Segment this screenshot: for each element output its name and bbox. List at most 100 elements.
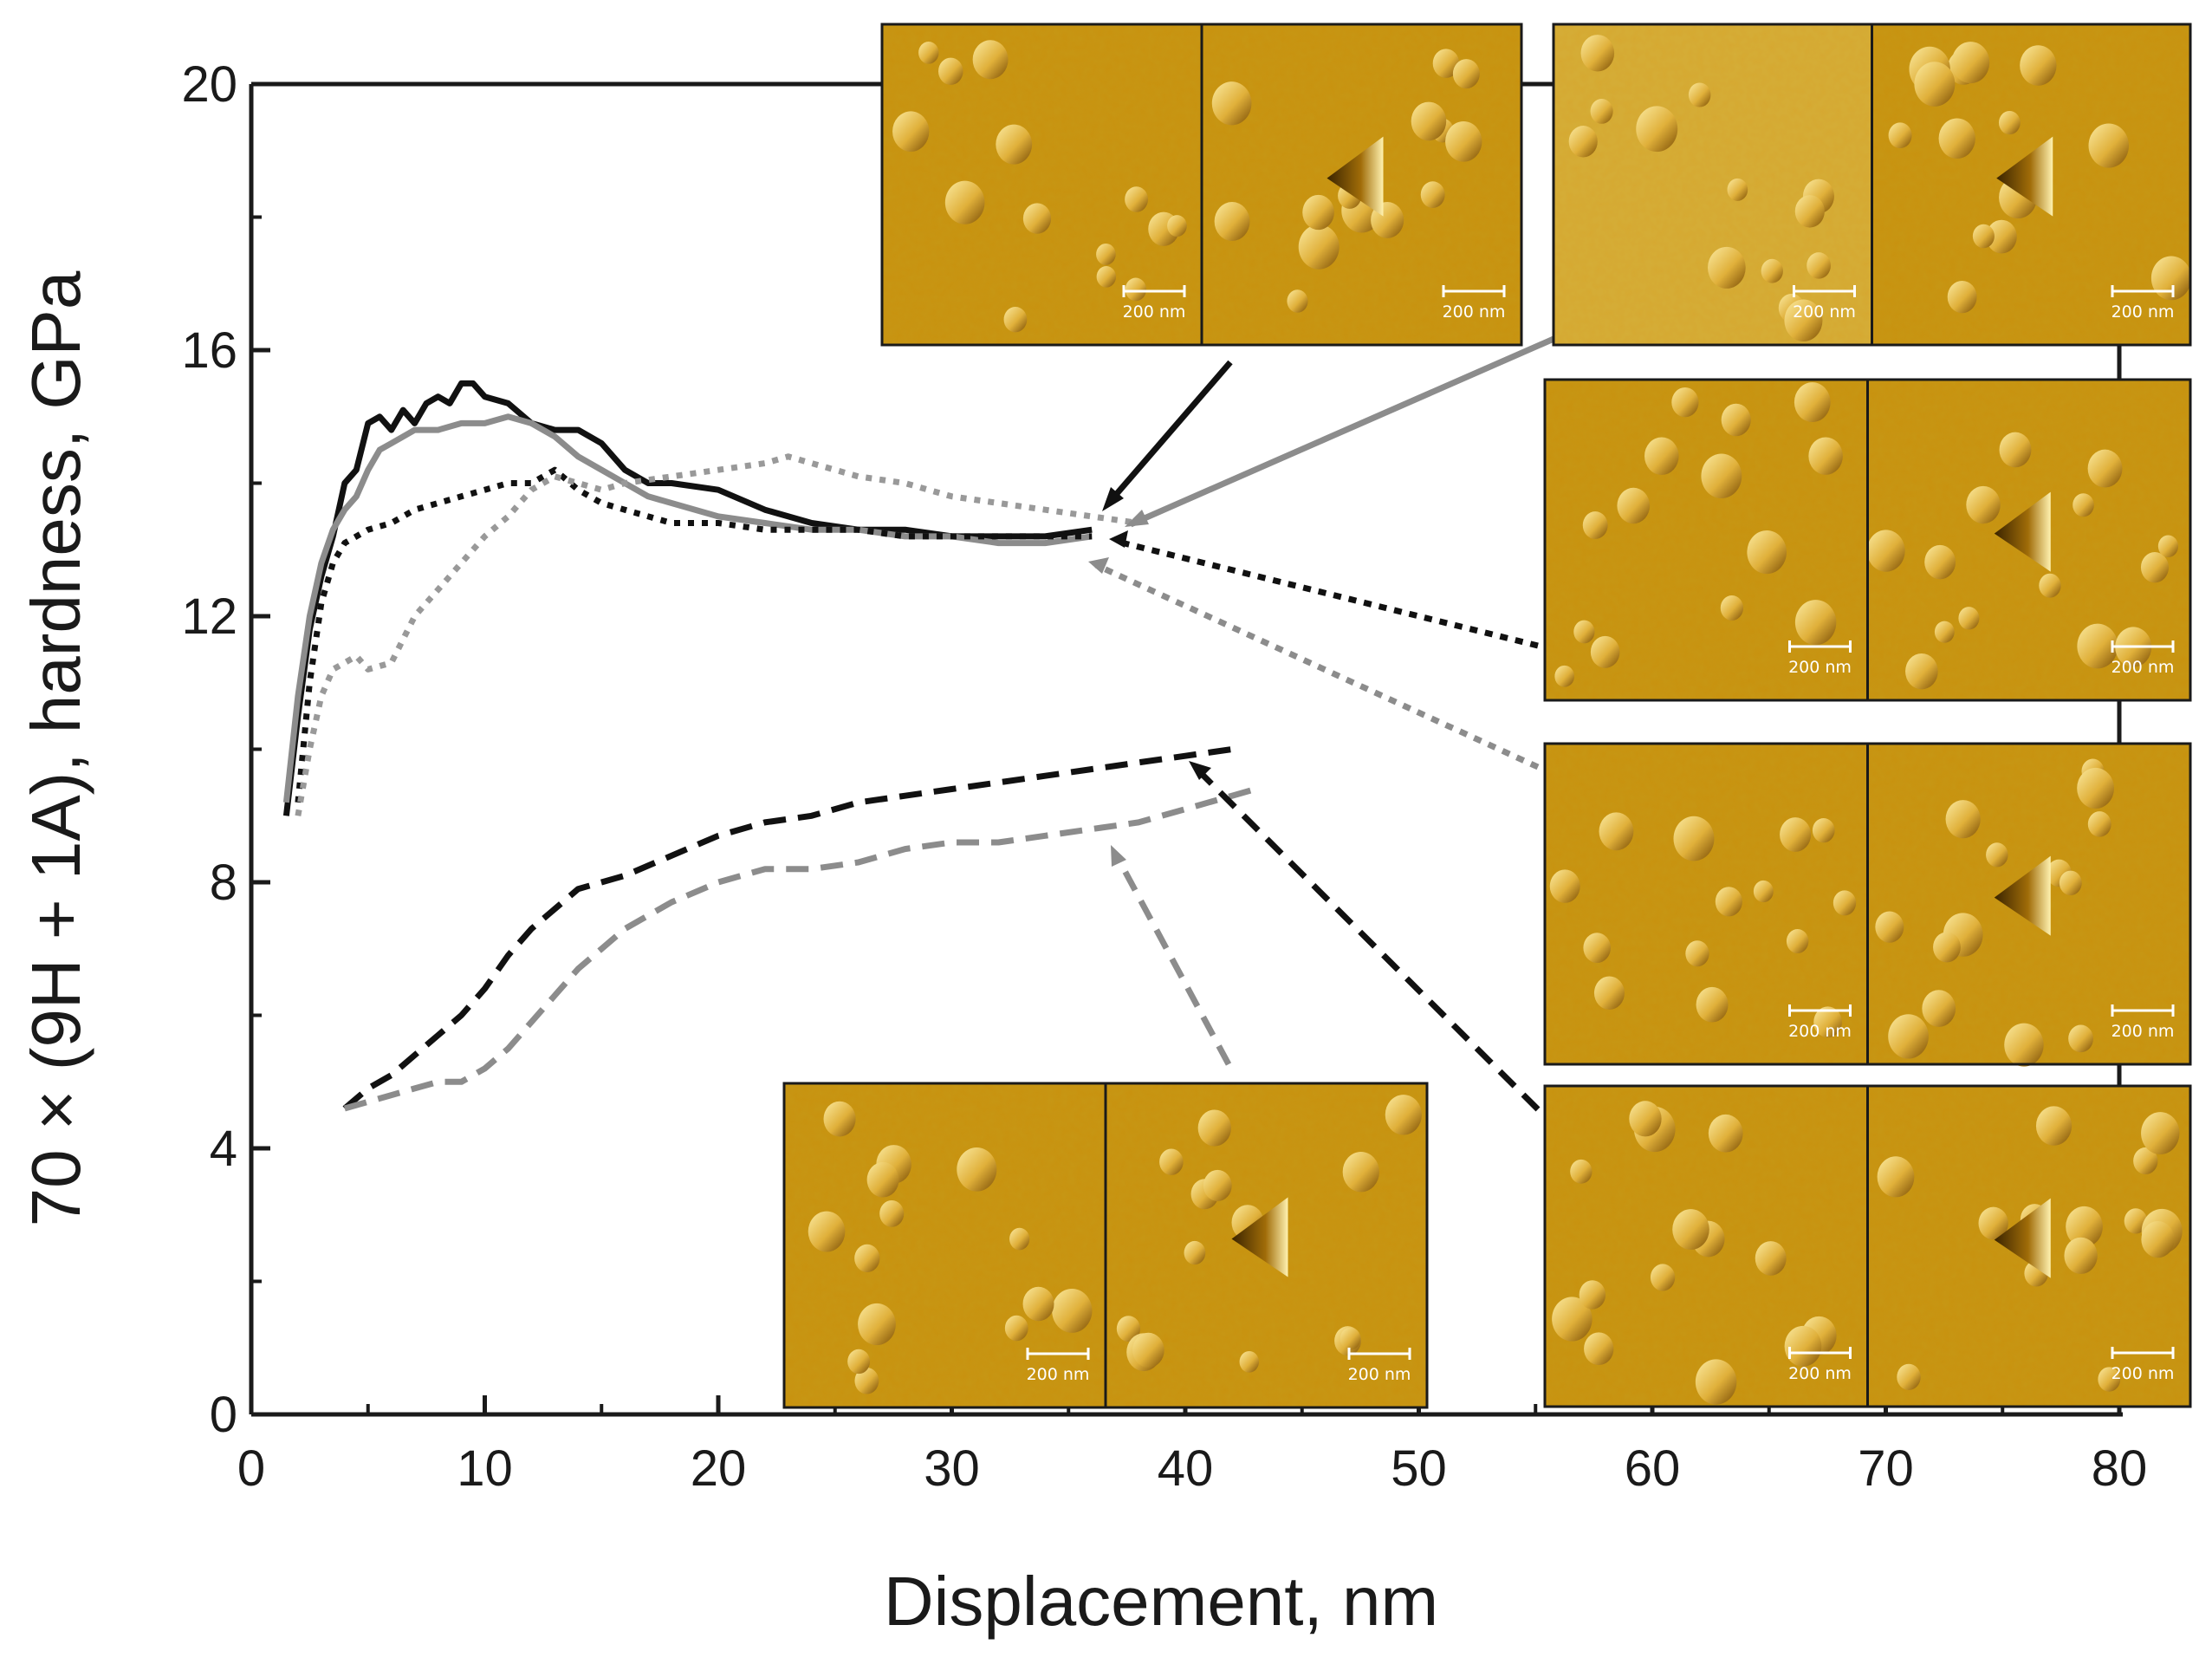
afm-surface-bump bbox=[854, 1367, 879, 1394]
afm-surface-bump bbox=[1708, 246, 1746, 289]
afm-surface-bump bbox=[1445, 121, 1482, 162]
afm-surface-bump bbox=[918, 41, 939, 64]
afm-surface-bump bbox=[1688, 82, 1711, 107]
afm-surface-bump bbox=[1784, 1325, 1822, 1367]
afm-surface-bump bbox=[1938, 118, 1975, 159]
afm-surface-bump bbox=[1214, 202, 1250, 241]
afm-indent-mark bbox=[1996, 136, 2053, 217]
afm-surface-bump bbox=[2140, 552, 2170, 583]
afm-surface-bump bbox=[2066, 1206, 2103, 1247]
series-line-4 bbox=[295, 453, 1139, 816]
y-tick-label: 16 bbox=[181, 322, 237, 379]
scale-bar-label: 200 nm bbox=[1443, 302, 1506, 322]
afm-texture bbox=[882, 24, 1202, 345]
afm-surface-bump bbox=[1812, 817, 1835, 843]
afm-surface-bump bbox=[1701, 453, 1742, 498]
afm-surface-bump bbox=[1696, 986, 1729, 1023]
afm-surface-bump bbox=[1554, 665, 1575, 687]
scale-bar-label: 200 nm bbox=[2111, 302, 2175, 322]
afm-surface-bump bbox=[2035, 1106, 2073, 1146]
afm-surface-bump bbox=[2004, 1023, 2044, 1067]
afm-surface-bump bbox=[1342, 1151, 1379, 1193]
y-tick-label: 0 bbox=[210, 1387, 237, 1443]
afm-surface-bump bbox=[2077, 767, 2114, 809]
y-tick-label: 4 bbox=[210, 1121, 237, 1177]
afm-surface-bump bbox=[1549, 869, 1580, 903]
afm-surface-bump bbox=[1888, 1014, 1929, 1059]
afm-surface-bump bbox=[1794, 195, 1825, 228]
afm-surface-bump bbox=[1866, 530, 1905, 572]
afm-surface-bump bbox=[2098, 1367, 2121, 1392]
afm-surface-bump bbox=[1986, 219, 2017, 254]
afm-surface-bump bbox=[1003, 306, 1028, 333]
afm-surface-bump bbox=[1584, 1332, 1614, 1366]
series-line-6 bbox=[343, 786, 1256, 1112]
afm-surface-bump bbox=[823, 1101, 856, 1137]
afm-surface-bump bbox=[879, 1199, 905, 1227]
afm-indent-mark bbox=[1327, 136, 1384, 217]
afm-surface-bump bbox=[2150, 256, 2192, 301]
afm-surface-bump bbox=[1945, 800, 1981, 839]
afm-surface-bump bbox=[1650, 1264, 1676, 1291]
scale-bar-label: 200 nm bbox=[1027, 1365, 1090, 1384]
afm-surface-bump bbox=[1998, 110, 2021, 135]
afm-surface-bump bbox=[1986, 842, 2008, 868]
afm-surface-bump bbox=[2064, 1237, 2098, 1274]
afm-surface-bump bbox=[1685, 940, 1709, 967]
afm-surface-bump bbox=[1672, 1209, 1709, 1250]
afm-surface-bump bbox=[1629, 1101, 1662, 1137]
afm-surface-bump bbox=[1951, 42, 1990, 84]
afm-indent-mark bbox=[1994, 855, 2051, 936]
scale-bar-label: 200 nm bbox=[1788, 1364, 1852, 1383]
afm-surface-bump bbox=[1784, 299, 1823, 341]
afm-surface-bump bbox=[1897, 1363, 1921, 1390]
afm-surface-bump bbox=[1590, 99, 1613, 124]
afm-surface-bump bbox=[1125, 277, 1147, 302]
afm-surface-bump bbox=[1580, 35, 1615, 72]
afm-surface-bump bbox=[1197, 1109, 1231, 1147]
afm-surface-bump bbox=[2077, 623, 2118, 669]
afm-surface-bump bbox=[1159, 1148, 1184, 1175]
y-tick-label: 20 bbox=[181, 56, 237, 113]
afm-surface-bump bbox=[957, 1147, 997, 1192]
afm-surface-bump bbox=[1298, 224, 1340, 270]
afm-surface-bump bbox=[1302, 194, 1334, 231]
afm-surface-bump bbox=[1794, 382, 1831, 423]
afm-surface-bump bbox=[1673, 816, 1715, 861]
afm-surface-bump bbox=[854, 1244, 880, 1272]
afm-image-pair: 200 nm 200 nm bbox=[782, 1082, 1429, 1409]
data-series bbox=[282, 380, 1256, 1112]
x-tick-label: 30 bbox=[924, 1440, 980, 1497]
afm-surface-bump bbox=[972, 40, 1009, 80]
afm-surface-bump bbox=[1924, 544, 1956, 580]
afm-surface-bump bbox=[1022, 203, 1052, 234]
afm-surface-bump bbox=[1808, 437, 1843, 475]
afm-surface-bump bbox=[2073, 493, 2094, 517]
afm-surface-bump bbox=[1695, 1359, 1737, 1405]
afm-surface-bump bbox=[808, 1211, 846, 1252]
afm-surface-bump bbox=[1947, 280, 1977, 314]
arrow-head bbox=[1102, 487, 1124, 511]
afm-surface-bump bbox=[1934, 621, 1955, 643]
afm-surface-bump bbox=[1096, 243, 1116, 265]
afm-surface-bump bbox=[847, 1349, 871, 1375]
scale-bar-label: 200 nm bbox=[1123, 302, 1186, 322]
afm-surface-bump bbox=[1914, 62, 1956, 107]
afm-surface-bump bbox=[1727, 178, 1748, 201]
afm-image-pair: 200 nm 200 nm bbox=[1543, 1084, 2192, 1408]
afm-surface-bump bbox=[1807, 252, 1831, 279]
afm-surface-bump bbox=[1972, 224, 1995, 249]
afm-surface-bump bbox=[1452, 59, 1480, 89]
afm-surface-bump bbox=[1617, 487, 1651, 524]
afm-surface-bump bbox=[1184, 1240, 1206, 1265]
afm-surface-bump bbox=[1747, 530, 1787, 575]
y-axis-ticks: 0 4 8 12 16 20 bbox=[181, 56, 270, 1443]
afm-surface-bump bbox=[1593, 976, 1625, 1010]
x-axis-ticks: 0 10 20 30 40 50 60 70 80 bbox=[237, 1395, 2147, 1497]
afm-surface-bump bbox=[1958, 607, 1980, 630]
x-tick-label: 0 bbox=[237, 1440, 265, 1497]
annotation-arrows bbox=[1088, 333, 1561, 1112]
afm-surface-bump bbox=[1552, 1297, 1593, 1342]
